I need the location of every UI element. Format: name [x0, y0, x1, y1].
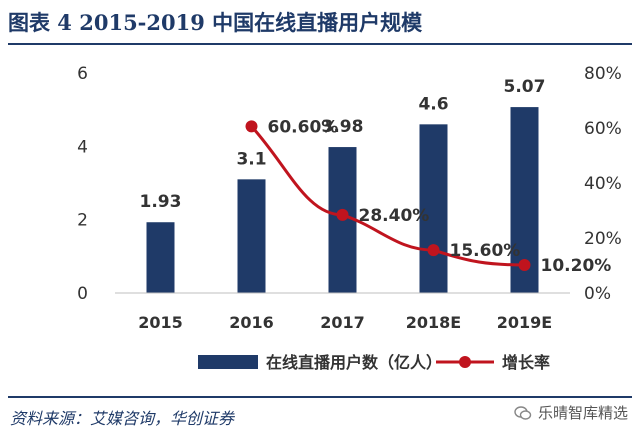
y-right-tick-label: 60%: [584, 119, 622, 139]
title-divider: [8, 43, 632, 45]
bar-value-label: 5.07: [504, 77, 546, 97]
wechat-icon: [514, 405, 532, 420]
growth-value-label: 28.40%: [359, 206, 430, 226]
growth-line: [250, 125, 525, 267]
legend-bar-label: 在线直播用户数（亿人）: [266, 353, 442, 372]
legend-line-label: 增长率: [502, 353, 550, 372]
growth-value-label: 60.60%: [268, 117, 339, 137]
source-divider: [8, 396, 632, 398]
growth-point-2019E: [518, 258, 531, 271]
y-right-tick-label: 0%: [584, 284, 611, 304]
x-tick-label: 2018E: [406, 313, 461, 332]
x-tick-label: 2019E: [497, 313, 552, 332]
x-tick-label: 2016: [229, 313, 274, 332]
bar-value-label: 1.93: [140, 192, 182, 212]
chart-title: 图表 4 2015-2019 中国在线直播用户规模: [8, 10, 423, 35]
chart-area: 2015 2016 2017 2018E 2019E02460%20%40%60%80%…: [77, 64, 622, 372]
bar-2016: [237, 179, 266, 293]
bar-2015: [146, 222, 175, 293]
growth-point-2016: [245, 120, 258, 133]
y-right-tick-label: 40%: [584, 174, 622, 194]
watermark-text: 乐晴智库精选: [537, 404, 628, 422]
y-left-tick-label: 2: [77, 211, 88, 231]
watermark: 乐晴智库精选: [514, 402, 628, 423]
y-right-tick-label: 20%: [584, 229, 622, 249]
legend-line-marker: [459, 356, 471, 368]
growth-value-label: 10.20%: [541, 256, 612, 276]
growth-value-label: 15.60%: [450, 241, 521, 261]
y-left-tick-label: 6: [77, 64, 88, 84]
bar-2018E: [419, 124, 448, 293]
bar-value-label: 3.98: [322, 117, 364, 137]
y-left-tick-label: 0: [77, 284, 88, 304]
y-right-tick-label: 80%: [584, 64, 622, 84]
bar-value-label: 3.1: [236, 149, 266, 169]
growth-point-2018E: [427, 244, 440, 257]
bar-value-label: 4.6: [418, 94, 448, 114]
source-note: 资料来源：艾媒咨询，华创证券: [10, 409, 235, 428]
x-tick-label: 2017: [320, 313, 365, 332]
y-left-tick-label: 4: [77, 137, 88, 157]
growth-point-2017: [336, 208, 349, 221]
legend-bar-swatch: [198, 355, 258, 369]
x-tick-label: 2015: [138, 313, 183, 332]
